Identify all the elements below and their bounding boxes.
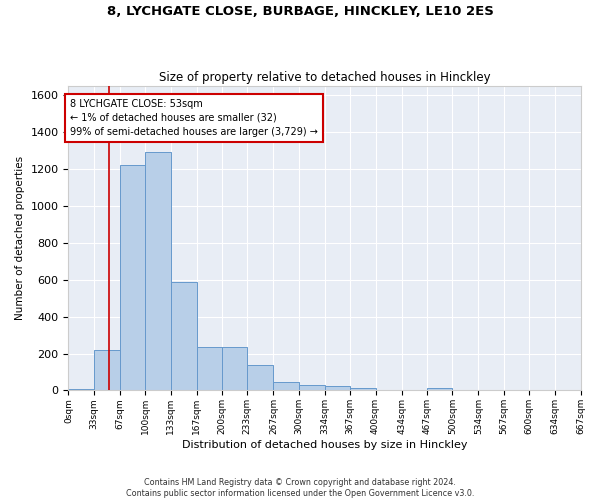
Bar [94, 350, 120, 391]
Bar [299, 385, 325, 390]
Title: Size of property relative to detached houses in Hinckley: Size of property relative to detached ho… [158, 70, 490, 84]
Bar [170, 282, 197, 391]
Bar [274, 382, 299, 390]
Y-axis label: Number of detached properties: Number of detached properties [15, 156, 25, 320]
Text: 8 LYCHGATE CLOSE: 53sqm
← 1% of detached houses are smaller (32)
99% of semi-det: 8 LYCHGATE CLOSE: 53sqm ← 1% of detached… [70, 99, 318, 137]
Bar [68, 388, 94, 390]
Bar [197, 347, 222, 391]
Bar [120, 166, 145, 390]
Text: Contains HM Land Registry data © Crown copyright and database right 2024.
Contai: Contains HM Land Registry data © Crown c… [126, 478, 474, 498]
Bar [325, 386, 350, 390]
Bar [145, 152, 170, 390]
Bar [427, 388, 452, 390]
X-axis label: Distribution of detached houses by size in Hinckley: Distribution of detached houses by size … [182, 440, 467, 450]
Text: 8, LYCHGATE CLOSE, BURBAGE, HINCKLEY, LE10 2ES: 8, LYCHGATE CLOSE, BURBAGE, HINCKLEY, LE… [107, 5, 493, 18]
Bar [222, 347, 247, 391]
Bar [350, 388, 376, 390]
Bar [247, 364, 274, 390]
